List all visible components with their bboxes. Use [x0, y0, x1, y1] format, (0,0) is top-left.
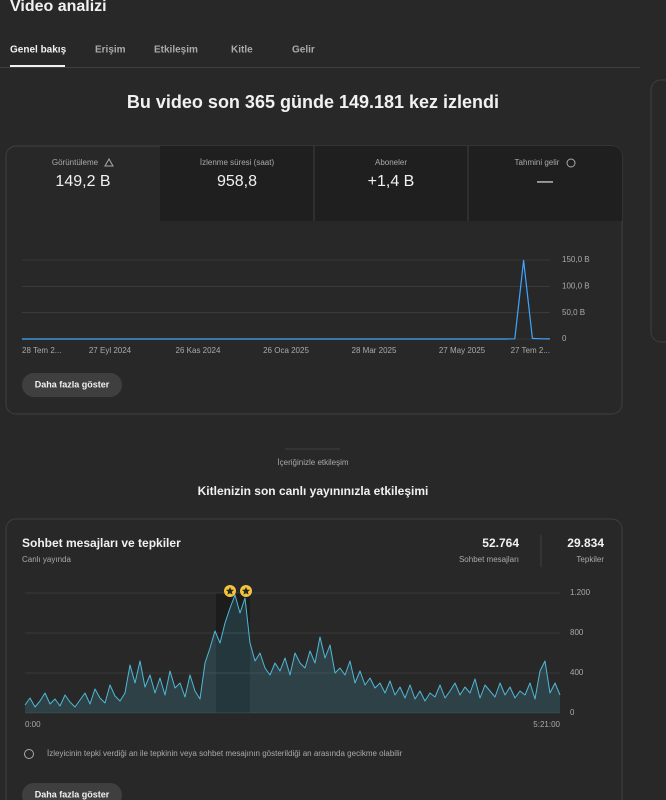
x-tick-label: 28 Tem 2...	[22, 346, 61, 355]
metric-value: 149,2 B	[55, 173, 110, 190]
tab[interactable]: Erişim	[95, 45, 126, 56]
tabs: Genel bakış Erişim Etkileşim Kitle Gelir	[10, 45, 315, 56]
x-tick-label: 27 Eyl 2024	[89, 346, 132, 355]
info-icon	[24, 749, 34, 759]
y-tick-label: 0	[570, 708, 575, 717]
y-tick-label: 150,0 B	[562, 255, 590, 264]
y-tick-label: 0	[562, 334, 567, 343]
x-tick-label: 0:00	[25, 720, 41, 729]
stat-label: Sohbet mesajları	[459, 555, 519, 564]
x-tick-label: 28 Mar 2025	[352, 346, 397, 355]
metric-label[interactable]: İzlenme süresi (saat)	[200, 158, 275, 167]
y-tick-label: 1.200	[570, 588, 591, 597]
y-tick-label: 100,0 B	[562, 281, 590, 290]
chat-chart: 0 400 800 1.200 0:00 5:21:00	[24, 588, 591, 729]
stat-value: 29.834	[567, 536, 604, 550]
page-title: Video analizi	[10, 0, 107, 15]
metrics: Görüntüleme 149,2 B İzlenme süresi (saat…	[52, 157, 576, 190]
tab[interactable]: Genel bakış	[10, 45, 67, 56]
y-tick-label: 50,0 B	[562, 308, 585, 317]
note: İzleyicinin tepki verdiği an ile tepkini…	[47, 749, 403, 758]
section-label: İçeriğinizle etkileşim	[277, 458, 348, 467]
y-tick-label: 400	[570, 668, 584, 677]
card-title: Sohbet mesajları ve tepkiler	[22, 536, 181, 550]
x-tick-label: 5:21:00	[533, 720, 560, 729]
headline: Bu video son 365 günde 149.181 kez izlen…	[127, 92, 499, 112]
section-title: Kitlenizin son canlı yayınınızla etkileş…	[198, 484, 429, 498]
metric-value: +1,4 B	[368, 173, 415, 190]
metric-label[interactable]: Tahmini gelir	[515, 158, 560, 167]
button-label[interactable]: Daha fazla göster	[35, 789, 110, 799]
tab[interactable]: Gelir	[292, 45, 315, 56]
button-label[interactable]: Daha fazla göster	[35, 379, 110, 389]
side-panel	[650, 79, 666, 343]
highlight-band	[216, 593, 250, 713]
tab-indicator	[10, 65, 65, 67]
views-chart: 0 50,0 B 100,0 B 150,0 B 28 Tem 2... 27 Eyl 2…	[22, 255, 590, 355]
x-tick-label: 26 Oca 2025	[263, 346, 309, 355]
metric-tabs-bg	[160, 146, 622, 221]
tab-divider	[0, 67, 640, 68]
tab[interactable]: Kitle	[231, 45, 253, 56]
button[interactable]	[22, 783, 122, 800]
x-tick-label: 26 Kas 2024	[176, 346, 221, 355]
metric-value: —	[537, 173, 553, 190]
card-subtitle: Canlı yayında	[22, 555, 71, 564]
stat-label: Tepkiler	[576, 555, 604, 564]
line	[24, 594, 561, 708]
star-icon	[226, 587, 250, 595]
warning-icon	[104, 157, 114, 167]
line	[22, 259, 551, 340]
metric-label[interactable]: Aboneler	[375, 158, 407, 167]
x-tick-label: 27 Tem 2...	[511, 346, 550, 355]
button[interactable]	[22, 373, 122, 397]
area	[25, 595, 560, 713]
clock-icon	[566, 158, 576, 168]
x-tick-label: 27 May 2025	[439, 346, 486, 355]
metric-value: 958,8	[217, 173, 257, 190]
y-tick-label: 800	[570, 628, 584, 637]
metric-label[interactable]: Görüntüleme	[52, 158, 99, 167]
tab[interactable]: Etkileşim	[154, 45, 198, 56]
stat-value: 52.764	[482, 536, 519, 550]
